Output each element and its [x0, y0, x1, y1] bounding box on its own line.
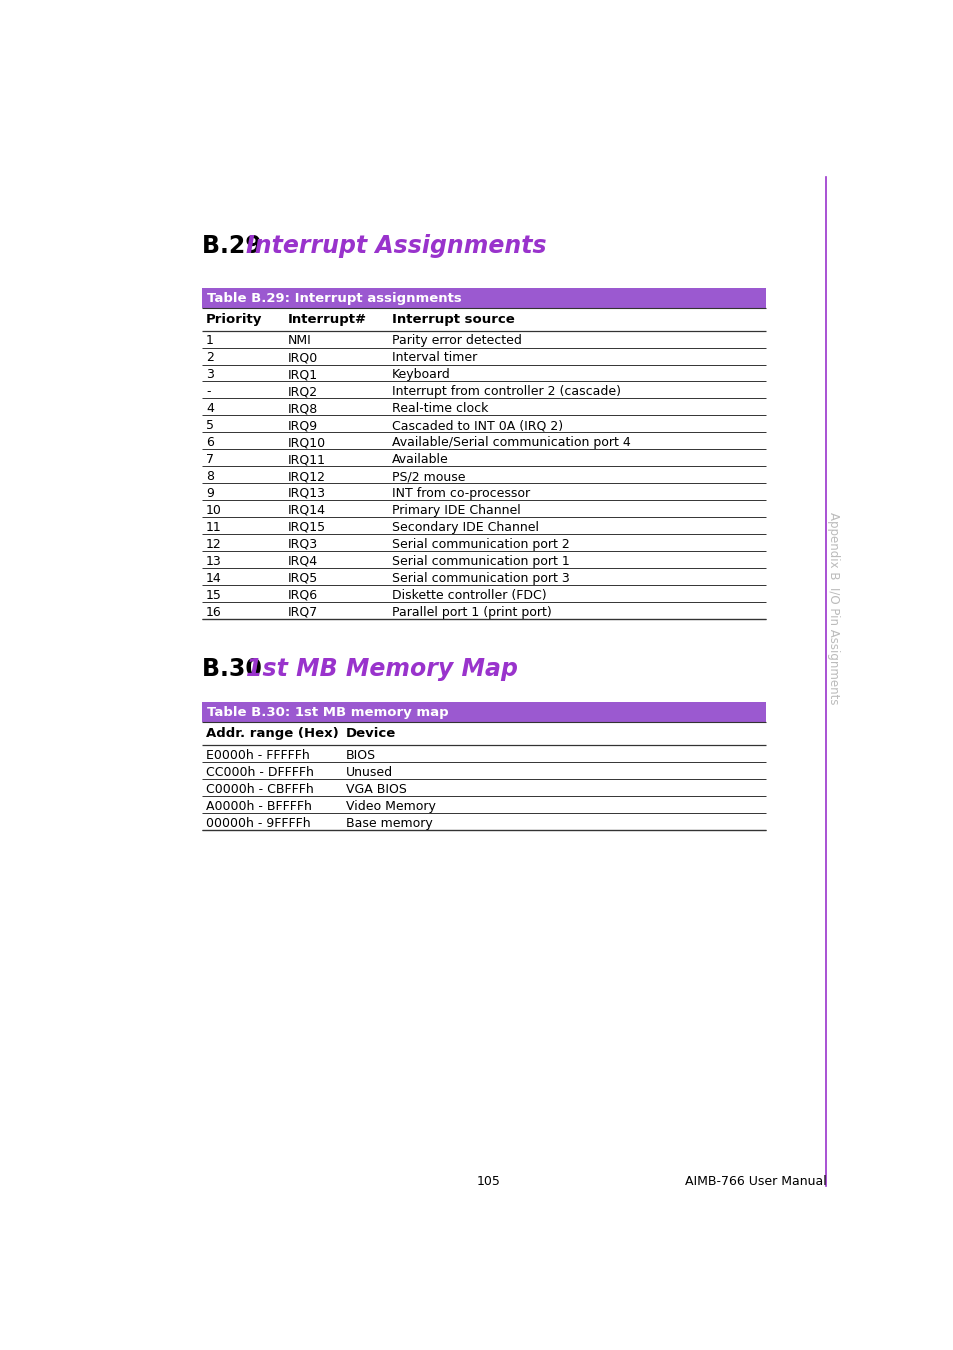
Text: -: -: [206, 385, 211, 398]
Text: Interrupt source: Interrupt source: [392, 313, 515, 325]
Text: C0000h - CBFFFh: C0000h - CBFFFh: [206, 783, 314, 795]
Text: IRQ1: IRQ1: [287, 369, 317, 381]
Text: Diskette controller (FDC): Diskette controller (FDC): [392, 589, 546, 602]
Text: 9: 9: [206, 487, 213, 500]
Text: Interrupt Assignments: Interrupt Assignments: [245, 234, 546, 258]
Text: Base memory: Base memory: [345, 817, 432, 829]
Text: NMI: NMI: [287, 335, 311, 347]
Text: A0000h - BFFFFh: A0000h - BFFFFh: [206, 799, 312, 813]
Text: Serial communication port 2: Serial communication port 2: [392, 537, 569, 551]
Text: Interrupt from controller 2 (cascade): Interrupt from controller 2 (cascade): [392, 385, 620, 398]
Text: Device: Device: [345, 728, 395, 740]
Text: 1: 1: [206, 335, 213, 347]
Text: Table B.29: Interrupt assignments: Table B.29: Interrupt assignments: [207, 292, 461, 305]
Text: AIMB-766 User Manual: AIMB-766 User Manual: [684, 1174, 826, 1188]
Text: Appendix B  I/O Pin Assignments: Appendix B I/O Pin Assignments: [826, 513, 840, 705]
Text: Priority: Priority: [206, 313, 262, 325]
Text: IRQ4: IRQ4: [287, 555, 317, 568]
Bar: [202, 288, 765, 308]
Text: Cascaded to INT 0A (IRQ 2): Cascaded to INT 0A (IRQ 2): [392, 420, 562, 432]
Text: IRQ15: IRQ15: [287, 521, 325, 533]
Text: Serial communication port 3: Serial communication port 3: [392, 571, 569, 585]
Text: Interval timer: Interval timer: [392, 351, 476, 364]
Text: Secondary IDE Channel: Secondary IDE Channel: [392, 521, 538, 533]
Text: IRQ11: IRQ11: [287, 454, 325, 466]
Text: 4: 4: [206, 402, 213, 416]
Text: Unused: Unused: [345, 765, 393, 779]
Text: Serial communication port 1: Serial communication port 1: [392, 555, 569, 568]
Text: 2: 2: [206, 351, 213, 364]
Bar: [202, 702, 765, 722]
Text: 5: 5: [206, 420, 213, 432]
Text: Table B.30: 1st MB memory map: Table B.30: 1st MB memory map: [207, 706, 448, 720]
Text: INT from co-processor: INT from co-processor: [392, 487, 530, 500]
Text: Parity error detected: Parity error detected: [392, 335, 521, 347]
Text: IRQ3: IRQ3: [287, 537, 317, 551]
Text: 11: 11: [206, 521, 221, 533]
Text: IRQ14: IRQ14: [287, 504, 325, 517]
Text: 6: 6: [206, 436, 213, 450]
Text: IRQ5: IRQ5: [287, 571, 317, 585]
Text: Video Memory: Video Memory: [345, 799, 435, 813]
Text: PS/2 mouse: PS/2 mouse: [392, 470, 465, 483]
Text: 3: 3: [206, 369, 213, 381]
Text: IRQ6: IRQ6: [287, 589, 317, 602]
Text: CC000h - DFFFFh: CC000h - DFFFFh: [206, 765, 314, 779]
Text: BIOS: BIOS: [345, 749, 375, 761]
Text: Real-time clock: Real-time clock: [392, 402, 488, 416]
Text: 14: 14: [206, 571, 221, 585]
Text: IRQ13: IRQ13: [287, 487, 325, 500]
Text: 12: 12: [206, 537, 221, 551]
Text: B.30: B.30: [202, 657, 270, 682]
Text: IRQ10: IRQ10: [287, 436, 325, 450]
Text: IRQ12: IRQ12: [287, 470, 325, 483]
Text: Available: Available: [392, 454, 448, 466]
Text: 105: 105: [476, 1174, 500, 1188]
Text: 10: 10: [206, 504, 222, 517]
Text: 15: 15: [206, 589, 222, 602]
Text: 16: 16: [206, 606, 221, 618]
Text: Addr. range (Hex): Addr. range (Hex): [206, 728, 338, 740]
Text: IRQ8: IRQ8: [287, 402, 317, 416]
Text: Primary IDE Channel: Primary IDE Channel: [392, 504, 520, 517]
Text: 7: 7: [206, 454, 213, 466]
Text: Available/Serial communication port 4: Available/Serial communication port 4: [392, 436, 630, 450]
Text: 13: 13: [206, 555, 221, 568]
Text: IRQ2: IRQ2: [287, 385, 317, 398]
Text: Interrupt#: Interrupt#: [287, 313, 366, 325]
Text: Keyboard: Keyboard: [392, 369, 451, 381]
Text: E0000h - FFFFFh: E0000h - FFFFFh: [206, 749, 310, 761]
Text: 00000h - 9FFFFh: 00000h - 9FFFFh: [206, 817, 311, 829]
Text: Parallel port 1 (print port): Parallel port 1 (print port): [392, 606, 551, 618]
Text: IRQ9: IRQ9: [287, 420, 317, 432]
Text: B.29: B.29: [202, 234, 270, 258]
Text: IRQ0: IRQ0: [287, 351, 317, 364]
Text: 1st MB Memory Map: 1st MB Memory Map: [245, 657, 517, 682]
Text: 8: 8: [206, 470, 213, 483]
Text: VGA BIOS: VGA BIOS: [345, 783, 406, 795]
Text: IRQ7: IRQ7: [287, 606, 317, 618]
